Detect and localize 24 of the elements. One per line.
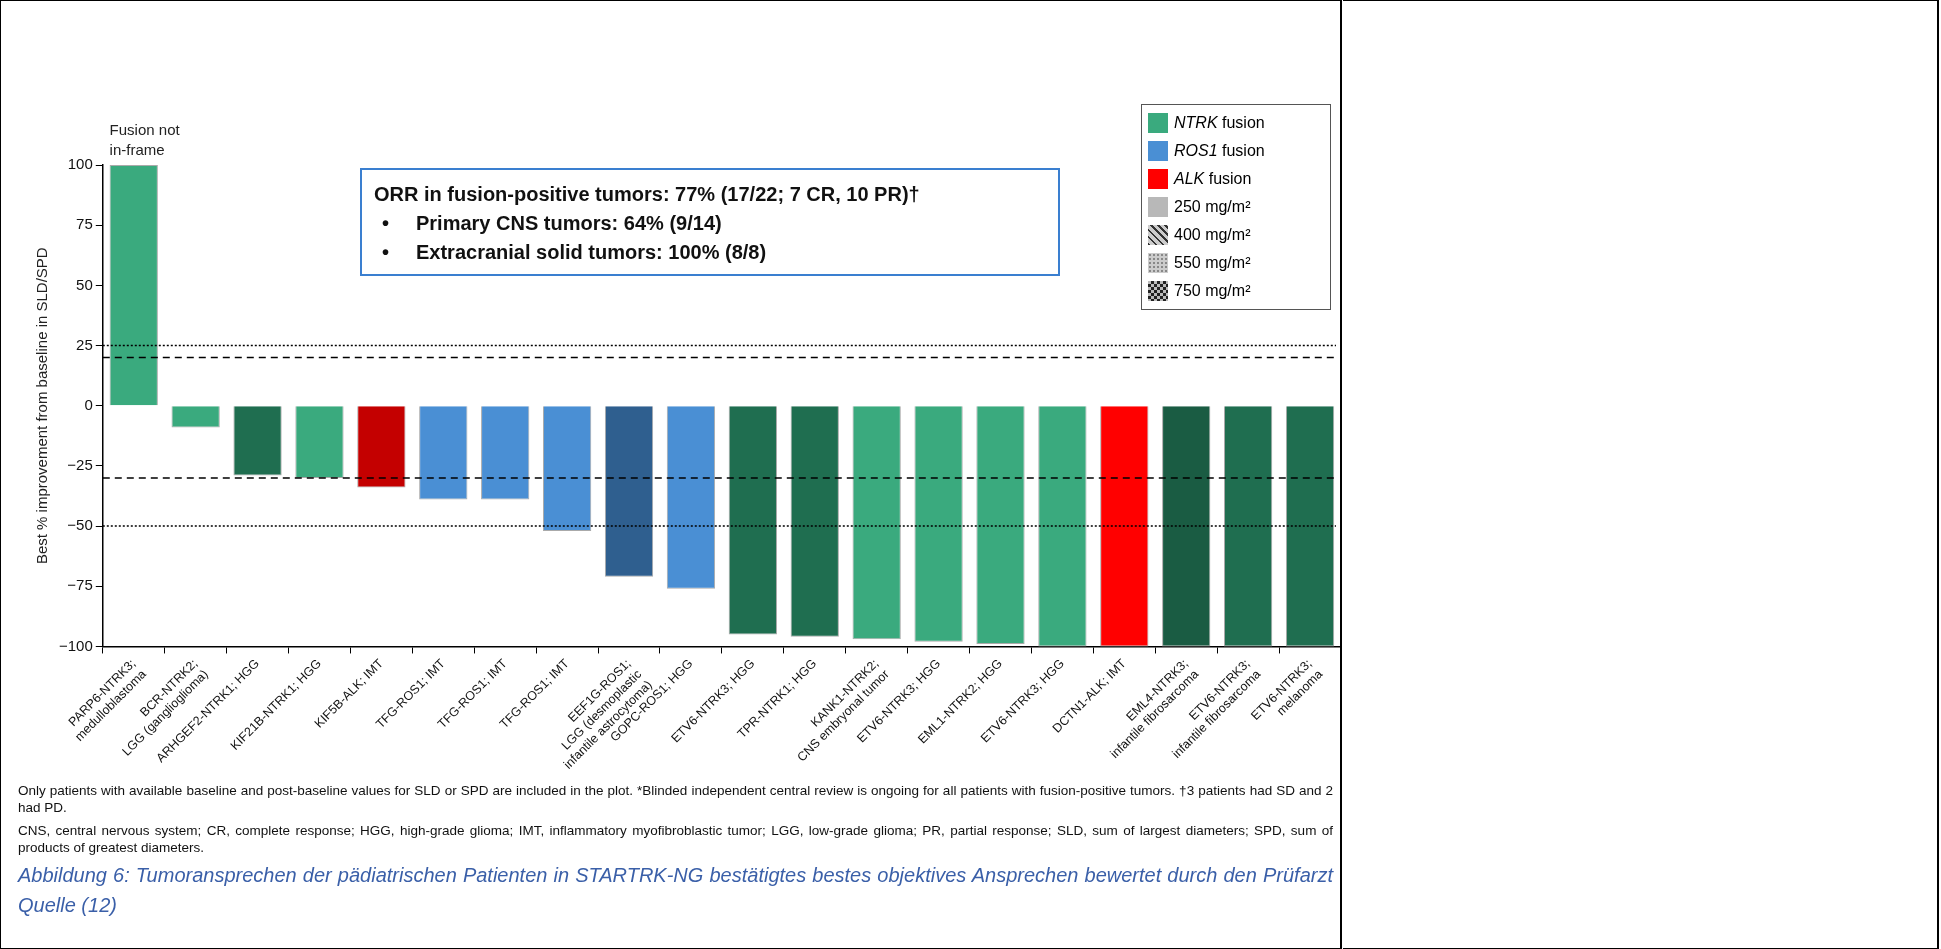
text: • Primary CNS tumors: 64% (9/14) — [382, 212, 722, 234]
text: Only patients with available baseline and post-baseline values for SLD or SPD are included in the plot. *Blinded independent central review is ongoing for all patients with fusion-positive tumors. †3 patients had SD and 2 had PD. — [18, 782, 1333, 816]
y-tick-label: −100 — [58, 636, 93, 654]
annotation: 750 mg/m² — [1174, 282, 1251, 300]
legend-label: ALK fusion — [1174, 170, 1252, 188]
y-tick-label: 50 — [76, 275, 93, 293]
y-tick-label: 100 — [67, 155, 93, 173]
text: • Extracranial solid tumors: 100% (8/8) — [382, 241, 767, 263]
annotation: 400 mg/m² — [1174, 226, 1251, 244]
y-tick-label: −25 — [67, 456, 93, 474]
annotation: 550 mg/m² — [1174, 254, 1251, 272]
annotation: 250 mg/m² — [1174, 198, 1251, 216]
annotation: ORR in fusion-positive tumors: 77% (17/22; 7 CR, 10 PR)† — [374, 182, 921, 207]
annotation: Fusion not in-frame — [109, 121, 181, 158]
legend-label: NTRK fusion — [1174, 114, 1265, 132]
y-tick-label: −75 — [67, 576, 93, 594]
y-tick-label: −50 — [67, 516, 93, 534]
text: CNS, central nervous system; CR, complete response; HGG, high-grade glioma; IMT, inflammatory myofibroblastic tumor; LGG, low-grade glioma; PR, partial response; SLD, sum of largest diameters; SPD, sum of products of greatest diameters. — [18, 822, 1333, 856]
y-axis-title: Best % improvement from baseline in SLD/SPD — [33, 247, 51, 565]
legend-label: ROS1 fusion — [1174, 142, 1265, 160]
y-tick-label: 0 — [84, 395, 93, 413]
y-tick-label: 75 — [76, 215, 93, 233]
y-tick-label: 25 — [76, 335, 93, 353]
text: Abbildung 6: Tumoransprechen der pädiatrischen Patienten in STARTRK-NG bestätigtes bestes objektives Ansprechen bewertet durch den Prüfarzt Quelle (12) — [18, 863, 1333, 918]
